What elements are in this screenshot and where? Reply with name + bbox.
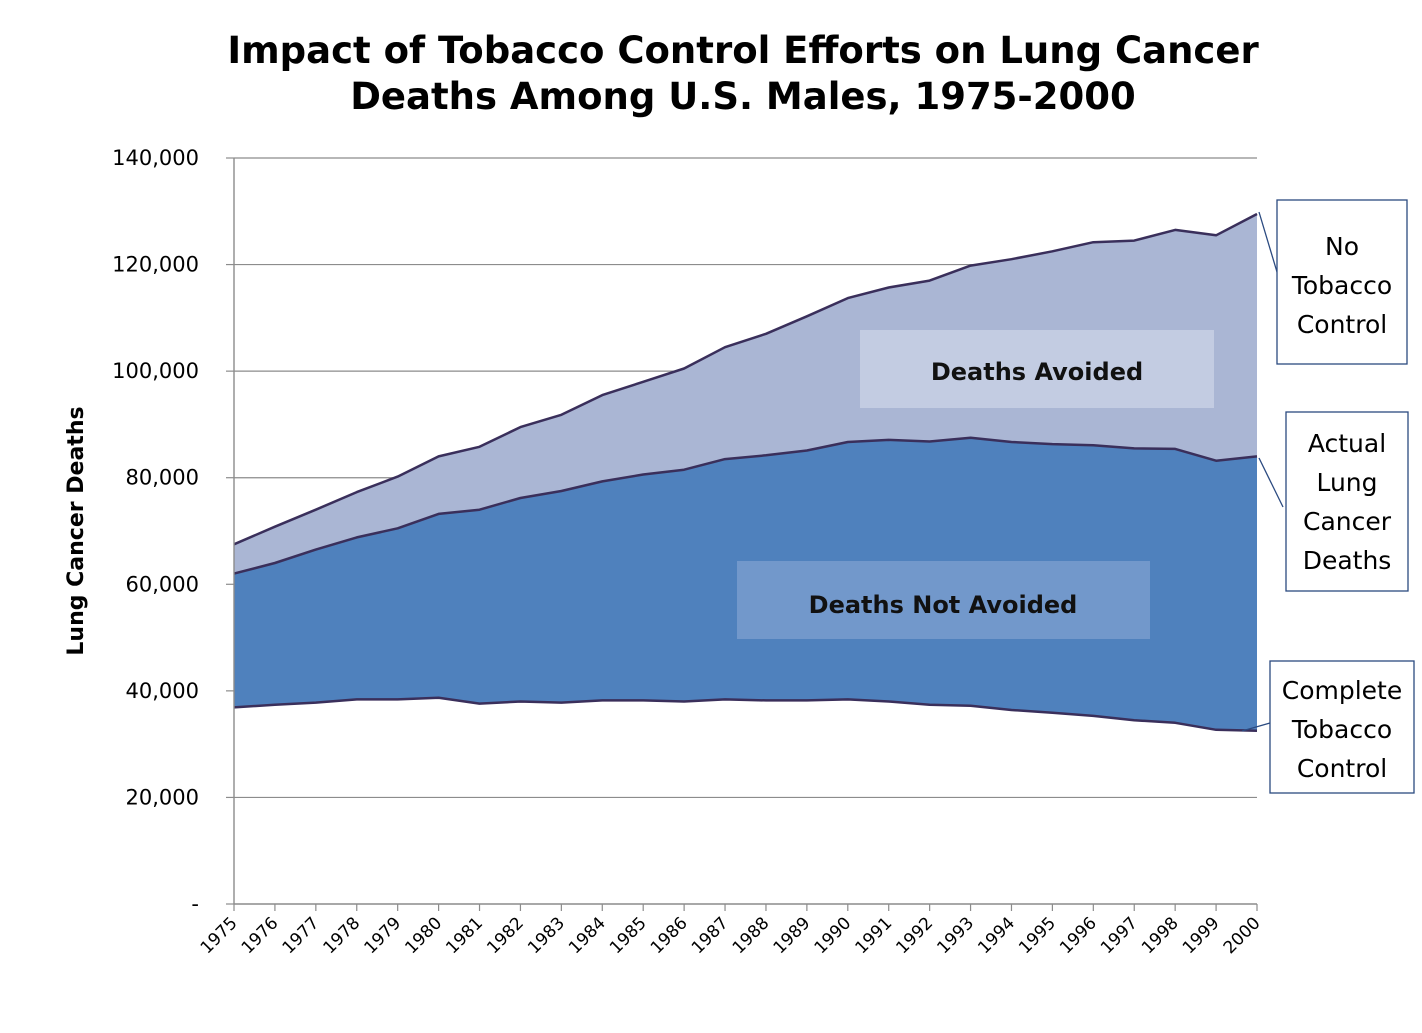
y-tick-label-100000: 100,000 [112,359,199,383]
x-tick-label-1978: 1978 [320,913,365,958]
x-tick-label-1987: 1987 [688,913,733,958]
x-tick-label-1979: 1979 [360,913,405,958]
actual-deaths-line [233,436,1258,575]
complete-tobacco-control-leader-line [1241,722,1271,732]
complete-tobacco-control-callout-line-2: Tobacco [1291,715,1392,744]
x-tick-label-1982: 1982 [483,913,528,958]
actual-deaths-callout-line-1: Actual [1308,429,1386,458]
x-tick-label-1991: 1991 [852,913,897,958]
y-tick-label-80000: 80,000 [126,466,199,490]
complete-tobacco-control-callout-line-3: Control [1297,754,1387,783]
chart-title-line-2: Deaths Among U.S. Males, 1975-2000 [350,75,1136,118]
series-lines [233,212,1258,733]
actual-deaths-callout-line-2: Lung [1316,468,1377,497]
x-tick-label-1988: 1988 [729,913,774,958]
deaths-avoided-label-box [860,330,1214,408]
complete-tobacco-control-callout-line-1: Complete [1282,676,1402,705]
x-tick-label-1992: 1992 [892,913,937,958]
area-layer [234,214,1257,731]
x-tick-label-1994: 1994 [974,913,1019,958]
no-tobacco-control-line [233,212,1258,546]
y-tick-label-60000: 60,000 [126,572,199,596]
deaths-avoided-area [234,214,1257,574]
no-tobacco-control-callout-line-2: Tobacco [1291,271,1392,300]
complete-tobacco-control-callout-box [1269,660,1415,794]
complete-tobacco-control-line [233,696,1258,733]
x-tick-label-1976: 1976 [238,913,283,958]
actual-deaths-callout-box [1285,411,1409,592]
x-tick-label-1984: 1984 [565,913,610,958]
deaths-not-avoided-label-box [737,561,1150,639]
y-tick-label-0: - [191,892,199,916]
x-tick-label-1986: 1986 [647,913,692,958]
no-tobacco-control-callout-box [1276,199,1408,365]
x-tick-label-1993: 1993 [933,913,978,958]
x-tick-label-1981: 1981 [442,913,487,958]
actual-deaths-callout-line-4: Deaths [1303,546,1392,575]
x-tick-label-1995: 1995 [1015,913,1060,958]
no-tobacco-control-callout-line-3: Control [1297,310,1387,339]
x-tick-label-1998: 1998 [1138,913,1183,958]
no-tobacco-control-callout-line-1: No [1325,232,1359,261]
callouts: No Tobacco Control Actual Lung Cancer Deaths Co… [1241,199,1415,794]
x-tick-label-1985: 1985 [606,913,651,958]
x-tick-label-1975: 1975 [197,913,242,958]
actual-deaths-callout-line-3: Cancer [1303,507,1392,536]
x-tick-label-1983: 1983 [524,913,569,958]
actual-deaths-leader-line [1258,457,1284,508]
x-tick-label-1989: 1989 [770,913,815,958]
y-axis-label: Lung Cancer Deaths [64,406,89,655]
x-tick-label-1999: 1999 [1179,913,1224,958]
y-tick-label-40000: 40,000 [126,679,199,703]
x-tick-label-1980: 1980 [401,913,446,958]
chart-title-line-1: Impact of Tobacco Control Efforts on Lun… [227,29,1259,72]
y-tick-label-140000: 140,000 [112,146,199,170]
x-tick-label-1996: 1996 [1056,913,1101,958]
x-tick-label-1977: 1977 [279,913,324,958]
y-tick-label-120000: 120,000 [112,253,199,277]
x-tick-label-2000: 2000 [1220,913,1265,958]
x-tick-label-1997: 1997 [1097,913,1142,958]
region-labels: Deaths Avoided Deaths Not Avoided [737,330,1214,639]
chart-title: Impact of Tobacco Control Efforts on Lun… [0,28,1422,120]
deaths-not-avoided-label: Deaths Not Avoided [809,591,1078,619]
deaths-avoided-label: Deaths Avoided [931,358,1143,386]
x-tick-label-1990: 1990 [811,913,856,958]
y-tick-label-20000: 20,000 [126,785,199,809]
